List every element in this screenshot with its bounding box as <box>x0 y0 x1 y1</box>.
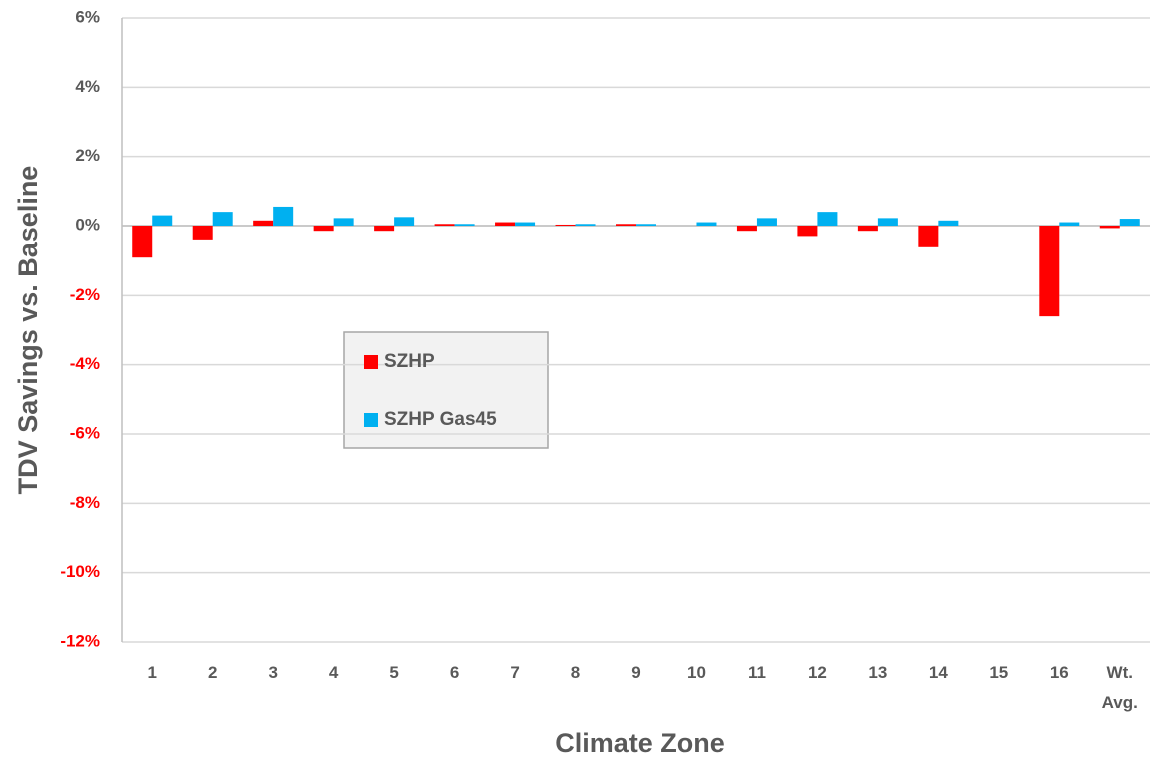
x-tick-label: 10 <box>687 663 706 682</box>
bar <box>333 218 354 226</box>
bar <box>515 222 536 226</box>
y-tick-label: -6% <box>70 423 100 442</box>
x-tick-label: 2 <box>207 663 218 682</box>
bar <box>212 212 233 226</box>
bar <box>394 217 415 226</box>
x-tick-label: 16 <box>1049 663 1069 682</box>
x-tick-label: 9 <box>631 663 641 682</box>
bar <box>756 218 777 226</box>
bar <box>253 220 274 226</box>
legend-box <box>343 331 549 449</box>
bar <box>736 226 757 232</box>
bar <box>1059 222 1080 226</box>
y-tick-label: -10% <box>60 562 100 581</box>
bar <box>1039 226 1060 317</box>
x-tick-label: 4 <box>328 663 339 682</box>
legend-swatch <box>364 355 378 369</box>
bar <box>857 226 878 232</box>
bar <box>938 220 959 226</box>
y-axis-label: TDV Savings vs. Baseline <box>13 166 43 495</box>
x-tick-label: 3 <box>268 663 278 682</box>
legend-label: SZHP <box>384 351 435 372</box>
y-tick-label: -2% <box>70 285 100 304</box>
bar <box>192 226 213 240</box>
bar <box>1119 219 1140 226</box>
bar <box>152 215 173 226</box>
bar <box>797 226 818 237</box>
bar <box>454 224 475 226</box>
x-tick-label: 6 <box>449 663 460 682</box>
bar <box>555 224 576 226</box>
legend-swatch <box>364 413 378 427</box>
y-tick-label: 2% <box>75 146 100 165</box>
bar <box>575 224 596 226</box>
y-tick-label: -4% <box>70 354 100 373</box>
bar <box>273 206 294 226</box>
x-tick-label: 5 <box>389 663 399 682</box>
bar <box>918 226 939 247</box>
y-tick-label: -8% <box>70 493 100 512</box>
y-tick-label: 6% <box>75 7 100 26</box>
y-tick-label: -12% <box>60 631 100 650</box>
bar <box>616 224 636 226</box>
bar <box>696 222 717 226</box>
y-tick-label: 4% <box>75 77 100 96</box>
x-tick-label: 13 <box>868 663 888 682</box>
bar <box>313 226 334 232</box>
bar <box>374 226 395 232</box>
bar <box>495 222 516 226</box>
bar <box>132 226 153 258</box>
bar <box>817 212 838 226</box>
x-tick-label: 8 <box>570 663 581 682</box>
bar <box>636 224 656 226</box>
bar <box>434 224 455 226</box>
x-tick-label: 14 <box>928 663 948 682</box>
x-tick-label: Wt. Avg. <box>1101 663 1138 712</box>
x-tick-label: 7 <box>510 663 520 682</box>
x-tick-label: 12 <box>807 663 827 682</box>
bar <box>1099 226 1120 229</box>
x-tick-label: 11 <box>747 663 766 682</box>
bar <box>877 218 898 226</box>
x-axis-label: Climate Zone <box>555 728 725 758</box>
legend-label: SZHP Gas45 <box>384 409 497 430</box>
x-tick-label: 15 <box>989 663 1009 682</box>
y-tick-label: 0% <box>75 215 100 234</box>
x-tick-label: 1 <box>147 663 157 682</box>
